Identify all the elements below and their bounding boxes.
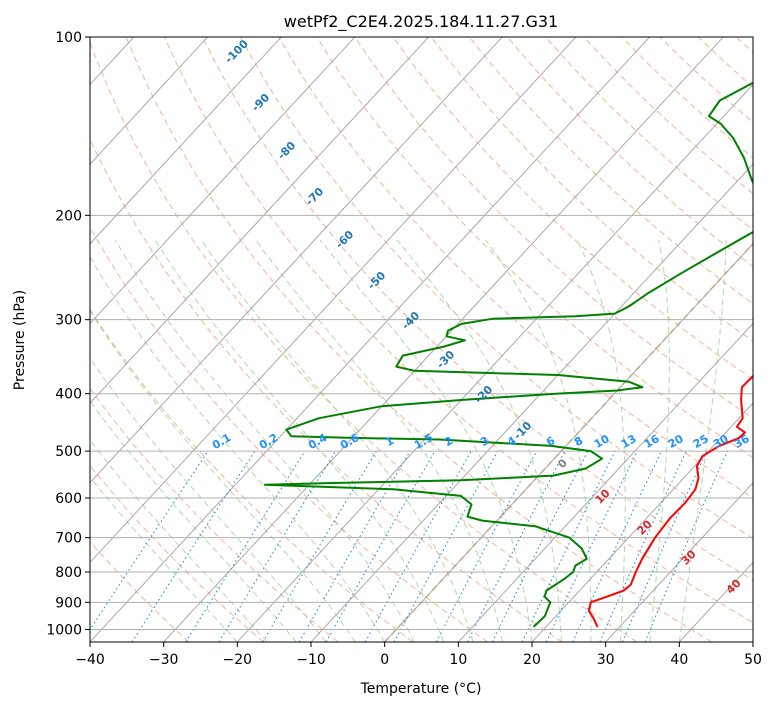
x-tick-label: 20 (523, 652, 541, 668)
x-tick-label: 40 (670, 652, 688, 668)
dewpoint-profile-line (263, 81, 753, 628)
isotherm-line (90, 37, 282, 245)
isotherm-line (90, 37, 650, 642)
isotherm-line (310, 163, 753, 642)
dry-adiabat-line (90, 387, 339, 642)
isotherm-line (458, 322, 753, 642)
dry-adiabat-line (163, 37, 753, 624)
isotherm-line (90, 37, 429, 404)
sounding-profiles (263, 81, 753, 628)
mixing-ratio-line (90, 450, 209, 631)
isotherm-line (237, 83, 753, 642)
x-tick-label: 0 (380, 652, 389, 668)
dry-adiabat-line (316, 37, 753, 459)
mixing-ratio-line (572, 450, 662, 642)
x-axis: −40 −30 −20 −10 0 10 20 30 40 50 (75, 642, 762, 668)
dry-adiabat-line (90, 226, 488, 642)
moist-adiabat-line (114, 239, 415, 642)
x-tick-label: −10 (296, 652, 326, 668)
moist-adiabat-line (200, 239, 474, 642)
moist-adiabat-line (396, 239, 562, 642)
x-tick-label: 10 (449, 652, 467, 668)
dry-adiabat-line (201, 37, 753, 581)
moist-adiabat-line (649, 239, 670, 642)
y-tick-label: 300 (55, 313, 82, 329)
background-reference-lines (90, 37, 753, 642)
isotherm-line (163, 37, 724, 642)
isotherm-line (605, 482, 753, 642)
y-tick-label: 200 (55, 208, 82, 224)
isotherm-line (90, 37, 208, 165)
dry-adiabat-line (392, 37, 753, 380)
moist-adiabat-line (90, 309, 356, 642)
mixing-ratio-line (131, 450, 256, 642)
mixing-ratio-line (298, 450, 411, 642)
dry-adiabat-line (278, 37, 753, 499)
x-axis-title: Temperature (°C) (360, 681, 482, 697)
dry-adiabat-line (430, 37, 753, 342)
mixing-ratio-line (262, 450, 377, 642)
moist-adiabat-line (90, 476, 238, 642)
mixing-ratio-line (185, 450, 306, 642)
y-tick-label: 700 (55, 531, 82, 547)
moist-adiabat-line (485, 239, 592, 642)
isotherm-line (90, 37, 577, 564)
dry-adiabat-line (354, 37, 753, 419)
isotherm-line (90, 37, 356, 325)
dry-adiabat-line (90, 40, 638, 642)
chart-title: wetPf2_C2E4.2025.184.11.27.G31 (284, 12, 558, 32)
x-tick-label: 50 (744, 652, 762, 668)
plot-frame (89, 36, 754, 643)
freezing-isotherm-line (384, 242, 753, 642)
x-tick-label: −30 (149, 652, 179, 668)
dry-adiabat-line (90, 464, 264, 642)
y-tick-label: 400 (55, 387, 82, 403)
y-tick-label: 900 (55, 595, 82, 611)
dry-adiabat-line (90, 138, 563, 642)
dry-adiabat-line (125, 37, 712, 642)
y-tick-label: 100 (55, 30, 82, 46)
y-tick-label: 500 (55, 444, 82, 460)
y-axis: 100 200 300 400 500 600 700 800 900 1000 (46, 30, 90, 638)
isotherm-line (531, 402, 753, 642)
dry-adiabat-line (468, 37, 753, 305)
mixing-ratio-line (218, 450, 337, 642)
moist-adiabat-line (90, 255, 386, 642)
moist-adiabat-line (678, 239, 727, 642)
x-tick-label: −20 (223, 652, 253, 668)
dry-adiabat-line (240, 37, 753, 540)
y-tick-label: 1000 (46, 622, 82, 638)
x-tick-label: 30 (597, 652, 615, 668)
mixing-ratio-line (521, 450, 616, 642)
moist-adiabat-line (90, 439, 268, 642)
mixing-ratio-line (393, 450, 499, 642)
y-axis-title: Pressure (hPa) (12, 290, 28, 390)
mixing-ratio-line (545, 450, 638, 642)
y-tick-label: 800 (55, 565, 82, 581)
temperature-profile-line (587, 374, 753, 628)
x-tick-label: −40 (75, 652, 105, 668)
moist-adiabat-line (90, 400, 297, 642)
isotherm-line (90, 37, 503, 484)
dry-adiabat-line (90, 540, 190, 642)
moist-adiabat-line (154, 239, 445, 642)
y-tick-label: 600 (55, 491, 82, 507)
